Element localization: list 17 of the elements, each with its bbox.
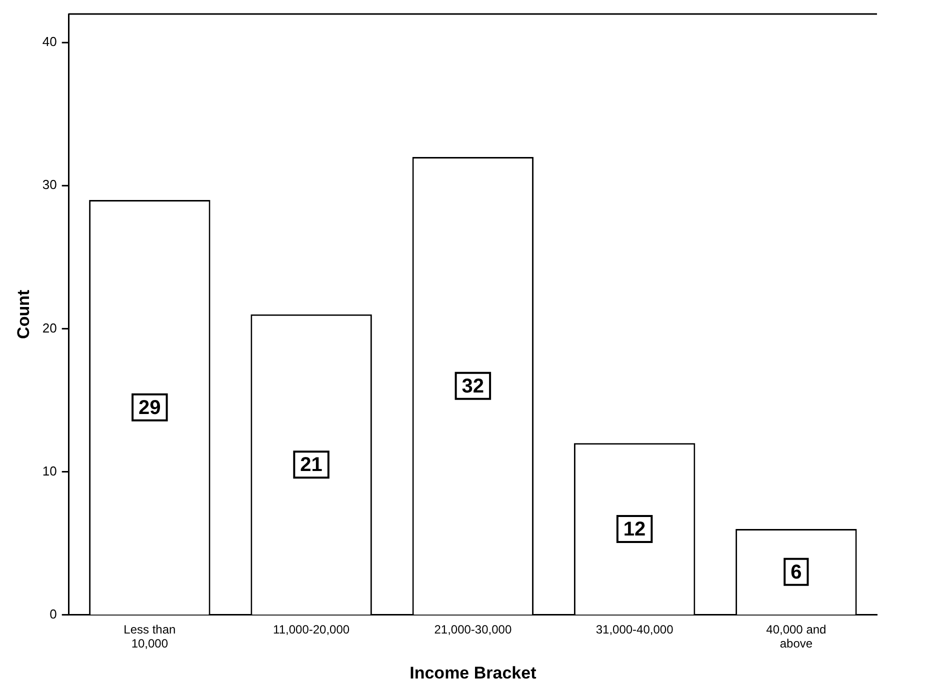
x-axis-title: Income Bracket — [410, 663, 537, 682]
data-label: 21 — [300, 454, 322, 476]
data-label: 29 — [138, 396, 161, 419]
x-tick-label: 21,000-30,000 — [434, 622, 512, 636]
y-tick-label: 30 — [42, 177, 57, 192]
x-tick-label: 31,000-40,000 — [596, 622, 674, 636]
y-tick-label: 10 — [42, 463, 57, 478]
y-tick-label: 20 — [42, 320, 57, 336]
data-label: 32 — [462, 375, 484, 398]
y-tick-label: 40 — [42, 34, 57, 50]
x-tick-label: 40,000 and above — [766, 622, 826, 651]
y-tick-label: 0 — [50, 606, 57, 622]
x-tick-label: Less than 10,000 — [124, 622, 176, 651]
y-axis-title: Count — [14, 290, 33, 339]
data-label: 6 — [790, 561, 802, 584]
data-label: 12 — [623, 518, 646, 540]
x-tick-label: 11,000-20,000 — [273, 622, 350, 636]
